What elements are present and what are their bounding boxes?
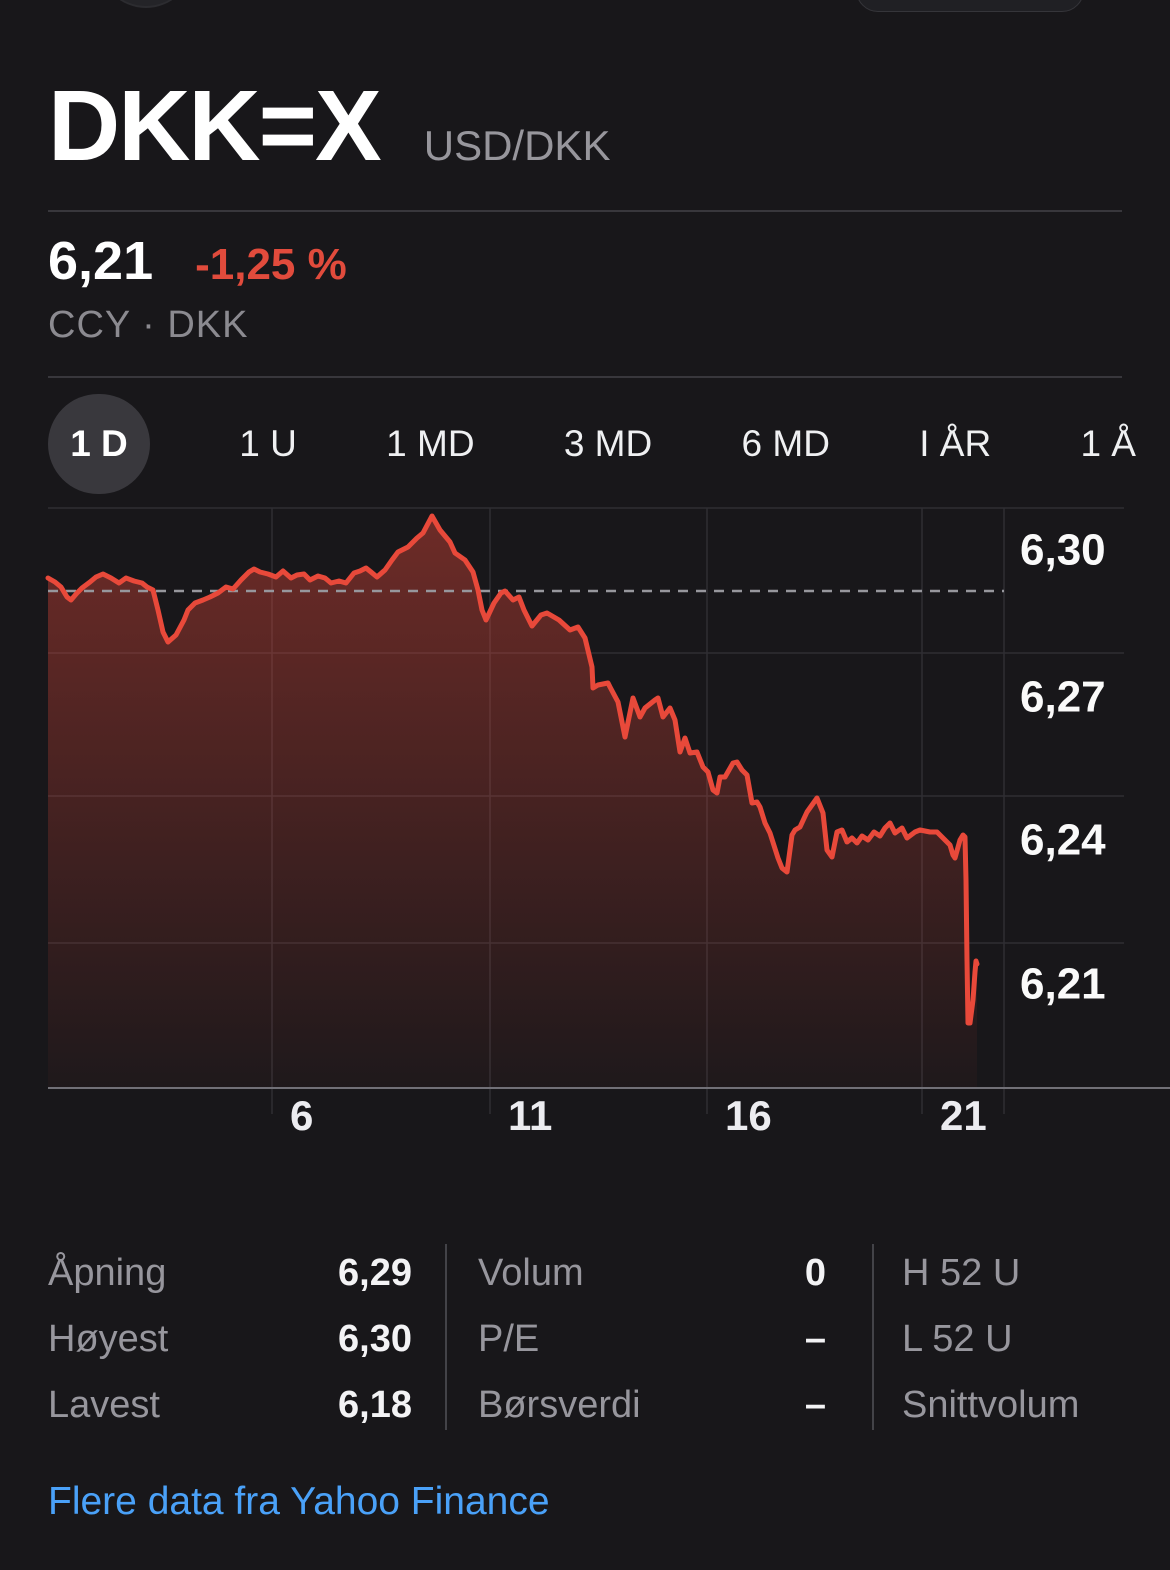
range-selector: 1 D 1 U 1 MD 3 MD 6 MD I ÅR 1 Å bbox=[48, 394, 1136, 494]
tab-range-i-år[interactable]: I ÅR bbox=[919, 423, 992, 464]
stat-row-volum: Volum 0 bbox=[478, 1240, 826, 1306]
toolbar-pill-partial[interactable] bbox=[856, 0, 1084, 12]
stats-divider-2 bbox=[872, 1244, 874, 1430]
price-line bbox=[45, 513, 980, 1026]
tab-range-1-å[interactable]: 1 Å bbox=[1080, 423, 1136, 464]
stat-label: L 52 U bbox=[902, 1317, 1013, 1360]
stat-label: Åpning bbox=[48, 1251, 167, 1294]
stat-label: Børsverdi bbox=[478, 1383, 641, 1426]
stat-row-l52u: L 52 U bbox=[902, 1306, 1170, 1372]
exchange-currency-label: CCY · DKK bbox=[48, 304, 249, 346]
stat-row-snittvolum: Snittvolum bbox=[902, 1372, 1170, 1438]
stat-value: 6,18 bbox=[338, 1383, 412, 1426]
stat-label: Lavest bbox=[48, 1383, 160, 1426]
stat-value: 0 bbox=[804, 1251, 826, 1294]
stat-row-h52u: H 52 U bbox=[902, 1240, 1170, 1306]
stat-value: – bbox=[804, 1383, 826, 1426]
stats-table: Åpning 6,29 Høyest 6,30 Lavest 6,18 Volu… bbox=[0, 1240, 1170, 1440]
y-tick-label-3: 6,21 bbox=[1020, 960, 1106, 1009]
y-tick-label-0: 6,30 bbox=[1020, 526, 1106, 575]
quote-divider bbox=[48, 376, 1122, 378]
stat-value: – bbox=[804, 1317, 826, 1360]
tab-range-6-md[interactable]: 6 MD bbox=[741, 423, 830, 464]
header-divider bbox=[48, 210, 1122, 212]
quote-row: 6,21 -1,25 % bbox=[48, 230, 347, 292]
stat-row-lavest: Lavest 6,18 bbox=[48, 1372, 412, 1438]
tab-range-1-d[interactable]: 1 D bbox=[48, 394, 150, 494]
stat-row-apning: Åpning 6,29 bbox=[48, 1240, 412, 1306]
stats-column-3: H 52 U L 52 U Snittvolum bbox=[902, 1240, 1170, 1438]
stat-row-pe: P/E – bbox=[478, 1306, 826, 1372]
stats-column-2: Volum 0 P/E – Børsverdi – bbox=[478, 1240, 826, 1438]
header: DKK=X USD/DKK bbox=[48, 74, 1130, 178]
price-change-percent: -1,25 % bbox=[195, 240, 347, 289]
stat-label: Høyest bbox=[48, 1317, 169, 1360]
tab-range-3-md[interactable]: 3 MD bbox=[563, 423, 653, 464]
stat-row-hoyest: Høyest 6,30 bbox=[48, 1306, 412, 1372]
price-area-fill bbox=[48, 516, 977, 1088]
stats-divider-1 bbox=[445, 1244, 447, 1430]
stat-value: 6,29 bbox=[338, 1251, 412, 1294]
tab-range-1-u[interactable]: 1 U bbox=[239, 423, 297, 464]
stat-label: H 52 U bbox=[902, 1251, 1021, 1294]
y-tick-label-2: 6,24 bbox=[1020, 816, 1106, 865]
stat-label: Volum bbox=[478, 1251, 584, 1294]
stat-label: P/E bbox=[478, 1317, 540, 1360]
tab-range-1-md[interactable]: 1 MD bbox=[386, 423, 475, 464]
page-title: DKK=X bbox=[48, 70, 382, 182]
nav-back-button-partial[interactable] bbox=[99, 0, 193, 8]
current-price: 6,21 bbox=[48, 231, 154, 291]
x-tick-label-3: 21 bbox=[940, 1092, 987, 1139]
y-tick-label-1: 6,27 bbox=[1020, 673, 1106, 722]
price-chart-svg: 6 11 16 21 6,30 6,27 6,24 6,21 bbox=[45, 507, 1170, 1139]
x-tick-label-1: 11 bbox=[508, 1092, 552, 1139]
price-chart[interactable]: 6 11 16 21 6,30 6,27 6,24 6,21 bbox=[0, 480, 1170, 1180]
stat-label: Snittvolum bbox=[902, 1383, 1080, 1426]
stat-value: 6,30 bbox=[338, 1317, 412, 1360]
stats-column-1: Åpning 6,29 Høyest 6,30 Lavest 6,18 bbox=[48, 1240, 412, 1438]
yahoo-finance-link[interactable]: Flere data fra Yahoo Finance bbox=[48, 1480, 550, 1523]
currency-pair-label: USD/DKK bbox=[423, 122, 611, 169]
stat-row-borsverdi: Børsverdi – bbox=[478, 1372, 826, 1438]
x-tick-label-0: 6 bbox=[290, 1092, 313, 1139]
x-tick-label-2: 16 bbox=[725, 1092, 772, 1139]
